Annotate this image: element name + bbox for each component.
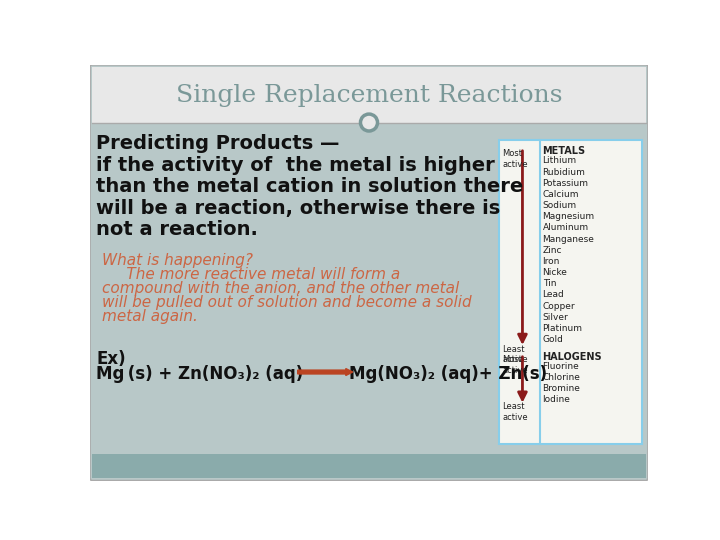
FancyBboxPatch shape — [90, 65, 648, 481]
Text: Lithium: Lithium — [543, 157, 577, 165]
Text: than the metal cation in solution there: than the metal cation in solution there — [96, 177, 523, 196]
Bar — [92, 123, 646, 469]
Text: Rubidium: Rubidium — [543, 167, 585, 177]
Text: Mg (s) + Zn(NO₃)₂ (aq): Mg (s) + Zn(NO₃)₂ (aq) — [96, 365, 303, 383]
Text: Ex): Ex) — [96, 350, 126, 368]
FancyArrow shape — [297, 369, 353, 375]
Text: will be pulled out of solution and become a solid: will be pulled out of solution and becom… — [102, 295, 472, 310]
Text: Magnesium: Magnesium — [543, 212, 595, 221]
Text: Iron: Iron — [543, 257, 560, 266]
Text: Sodium: Sodium — [543, 201, 577, 210]
Text: Fluorine: Fluorine — [543, 362, 580, 372]
Text: Nicke: Nicke — [543, 268, 567, 277]
Text: Copper: Copper — [543, 301, 575, 310]
Text: Silver: Silver — [543, 313, 568, 322]
Text: Aluminum: Aluminum — [543, 224, 589, 232]
Text: Zinc: Zinc — [543, 246, 562, 255]
Text: The more reactive metal will form a: The more reactive metal will form a — [102, 267, 400, 282]
Text: Single Replacement Reactions: Single Replacement Reactions — [176, 84, 562, 107]
Text: Chlorine: Chlorine — [543, 373, 580, 382]
Text: Tin: Tin — [543, 279, 556, 288]
Bar — [92, 454, 646, 478]
Bar — [499, 140, 642, 444]
Text: Calcium: Calcium — [543, 190, 579, 199]
Text: Lead: Lead — [543, 291, 564, 299]
Text: compound with the anion, and the other metal: compound with the anion, and the other m… — [102, 281, 459, 296]
Text: not a reaction.: not a reaction. — [96, 220, 258, 239]
Text: if the activity of  the metal is higher: if the activity of the metal is higher — [96, 156, 495, 174]
Text: What is happening?: What is happening? — [102, 253, 253, 268]
Text: Iodine: Iodine — [543, 395, 570, 404]
Text: METALS: METALS — [543, 146, 586, 157]
Text: Predicting Products —: Predicting Products — — [96, 134, 340, 153]
Text: Potassium: Potassium — [543, 179, 589, 188]
Text: will be a reaction, otherwise there is: will be a reaction, otherwise there is — [96, 199, 500, 218]
Text: Most
active: Most active — [503, 355, 528, 375]
Text: Most
active: Most active — [503, 150, 528, 169]
Circle shape — [361, 114, 377, 131]
Text: Gold: Gold — [543, 335, 564, 344]
Text: Least
active: Least active — [503, 345, 528, 364]
Text: Platinum: Platinum — [543, 324, 582, 333]
Bar — [92, 67, 646, 123]
Text: Least
active: Least active — [503, 402, 528, 422]
Text: Bromine: Bromine — [543, 384, 580, 393]
Text: Manganese: Manganese — [543, 234, 595, 244]
Text: metal again.: metal again. — [102, 309, 197, 324]
Text: HALOGENS: HALOGENS — [543, 353, 602, 362]
Text: Mg(NO₃)₂ (aq)+ Zn(s): Mg(NO₃)₂ (aq)+ Zn(s) — [349, 365, 547, 383]
